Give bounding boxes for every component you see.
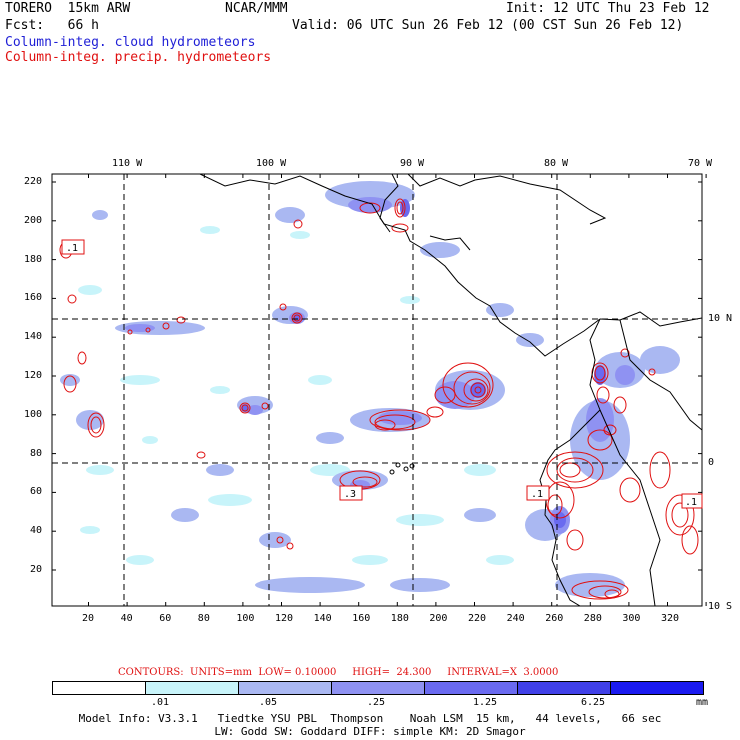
- y-tick-160: 160: [24, 292, 43, 304]
- legend-swatch-3: [331, 682, 424, 694]
- legend-swatch-0: [53, 682, 145, 694]
- x-tick-220: 220: [468, 613, 487, 624]
- y-tick-100: 100: [24, 408, 43, 420]
- x-tick-240: 240: [506, 613, 525, 624]
- legend-tick-1: .05: [258, 697, 278, 708]
- box-label-1: .1: [66, 243, 78, 254]
- cloud-field-label: Column-integ. cloud hydrometeors: [5, 35, 256, 50]
- legend-swatch-5: [517, 682, 610, 694]
- x-tick-180: 180: [390, 613, 409, 624]
- legend-swatch-1: [145, 682, 238, 694]
- x-tick-280: 280: [583, 613, 602, 624]
- graticule: [52, 174, 702, 606]
- map-frame: [51, 173, 703, 607]
- y-tick-80: 80: [30, 447, 43, 459]
- x-tick-200: 200: [429, 613, 448, 624]
- model-info-line2: LW: Godd SW: Goddard DIFF: simple KM: 2D…: [214, 725, 526, 738]
- lon-label-110w: 110 W: [112, 158, 143, 169]
- x-tick-300: 300: [622, 613, 641, 624]
- color-legend: [52, 681, 704, 695]
- precip-hydrometeor-contours: [59, 198, 699, 600]
- forecast-hour: Fcst: 66 h: [5, 18, 99, 33]
- y-tick-180: 180: [24, 253, 43, 265]
- x-tick-140: 140: [313, 613, 332, 624]
- legend-swatch-4: [424, 682, 517, 694]
- axis-ticks: [52, 174, 707, 606]
- x-tick-320: 320: [661, 613, 680, 624]
- x-tick-120: 120: [275, 613, 294, 624]
- y-tick-200: 200: [24, 214, 43, 226]
- model-info-line1: Model Info: V3.3.1 Tiedtke YSU PBL Thomp…: [78, 712, 662, 725]
- box-label-3: .1: [531, 489, 543, 500]
- legend-tick-4: 6.25: [580, 697, 606, 708]
- lat-label-10s: 10 S: [708, 601, 733, 612]
- y-tick-120: 120: [24, 370, 43, 381]
- x-tick-160: 160: [352, 613, 371, 624]
- y-tick-140: 140: [24, 331, 43, 343]
- legend-ticks: .01 .05 .25 1.25 6.25 mm: [52, 697, 708, 709]
- lon-label-100w: 100 W: [256, 158, 287, 169]
- lon-label-90w: 90 W: [400, 158, 425, 169]
- lon-label-70w: 70 W: [688, 158, 713, 169]
- lat-label-0: 0: [708, 457, 715, 468]
- legend-tick-3: 1.25: [472, 697, 498, 708]
- y-tick-60: 60: [30, 486, 43, 498]
- box-label-4: .1: [685, 497, 697, 508]
- model-title: TORERO 15km ARW: [5, 1, 131, 16]
- y-tick-220: 220: [24, 176, 43, 187]
- legend-tick-0: .01: [150, 697, 170, 708]
- x-tick-80: 80: [197, 613, 210, 624]
- y-tick-20: 20: [30, 564, 43, 575]
- center-label: NCAR/MMM: [225, 1, 288, 16]
- cloud-hydrometeor-shading: [60, 181, 680, 597]
- x-tick-60: 60: [159, 613, 172, 624]
- contour-info: CONTOURS: UNITS=mm LOW= 0.10000 HIGH= 24…: [118, 667, 559, 678]
- x-tick-100: 100: [236, 613, 255, 624]
- init-time: Init: 12 UTC Thu 23 Feb 12: [506, 1, 710, 16]
- legend-swatch-2: [238, 682, 331, 694]
- box-label-2: .3: [344, 489, 356, 500]
- precip-field-label: Column-integ. precip. hydrometeors: [5, 50, 272, 65]
- valid-time: Valid: 06 UTC Sun 26 Feb 12 (00 CST Sun …: [292, 18, 684, 33]
- x-tick-260: 260: [545, 613, 564, 624]
- legend-tick-2: .25: [366, 697, 386, 708]
- x-tick-40: 40: [120, 613, 133, 624]
- legend-swatch-6: [610, 682, 703, 694]
- lon-label-80w: 80 W: [544, 158, 569, 169]
- x-tick-20: 20: [82, 613, 95, 624]
- coastlines: [199, 174, 702, 606]
- y-tick-40: 40: [30, 525, 43, 537]
- lat-label-10n: 10 N: [708, 313, 733, 324]
- legend-unit: mm: [695, 697, 709, 708]
- contour-box-labels: .1 .3 .1 .1: [61, 239, 703, 509]
